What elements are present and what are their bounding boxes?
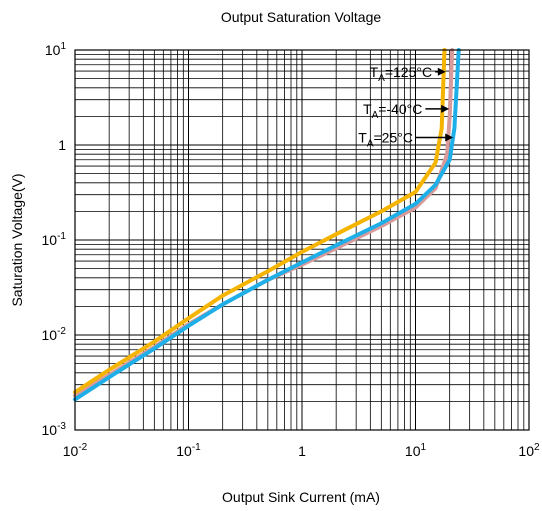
series-line [73,48,461,402]
series-line [73,48,447,395]
x-tick-labels: 10-2 10-1 1 101 102 [63,442,540,459]
y-tick-label: 10-1 [42,231,67,248]
curve-label: TA=25°C [358,129,413,149]
x-axis-label: Output Sink Current (mA) [222,489,380,505]
arrow-head [441,104,450,113]
chart-title: Output Saturation Voltage [221,9,382,25]
plot-frame [74,49,530,431]
grid-lines [74,50,529,431]
arrow-head [437,67,446,76]
x-tick-label: 10-1 [176,442,201,459]
arrow-head [445,133,454,142]
y-tick-label: 10-2 [42,326,67,343]
y-tick-label: 1 [58,137,66,153]
x-tick-label: 1 [298,443,306,459]
y-tick-label: 10-3 [42,421,67,438]
x-tick-label: 101 [405,442,427,459]
curve-label: TA=-40°C [363,101,422,121]
x-tick-label: 10-2 [63,442,88,459]
curve-label: TA=125°C [370,64,432,84]
y-tick-labels: 10-3 10-2 10-1 1 101 [42,41,67,438]
curve-labels: TA=125°C TA=-40°C TA=25°C [358,64,454,149]
curves [73,48,461,402]
x-tick-label: 102 [518,442,540,459]
y-tick-label: 101 [45,41,67,58]
y-axis-label: Saturation Voltage(V) [9,173,25,306]
